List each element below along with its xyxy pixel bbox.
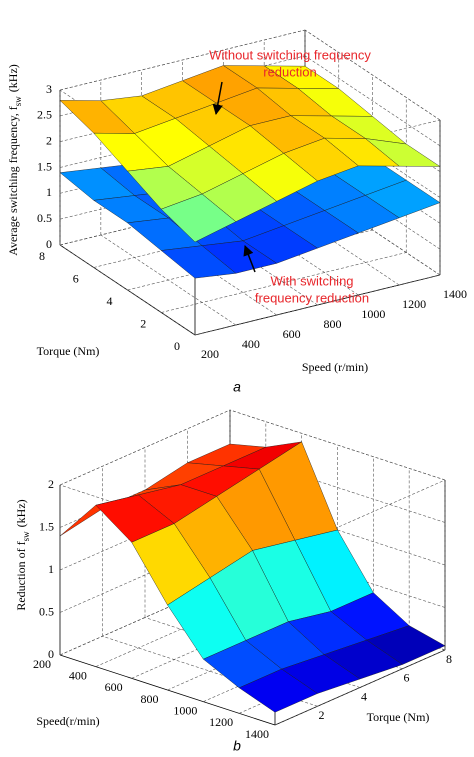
surface-cell — [160, 193, 237, 243]
annotation-arrow — [212, 81, 223, 116]
x-tick-label: 1400 — [443, 287, 467, 301]
z-tick-label: 2.5 — [37, 108, 52, 122]
y-tick-label: 4 — [107, 294, 113, 308]
chart-a: 0 0.5 1 1.5 2 2.5 3 200 400 600 800 1000 1200 1400 0 2 4… — [6, 29, 467, 395]
grid-line — [304, 55, 441, 147]
y-tick-label: 8 — [39, 249, 45, 263]
grid-line — [59, 409, 231, 486]
caption: a — [233, 379, 241, 395]
x-tick-label: 1000 — [361, 307, 385, 321]
y-axis-label: Torque (Nm) — [37, 344, 100, 358]
grid-line — [229, 409, 446, 481]
z-tick-label: 3 — [46, 82, 52, 96]
y-tick-label: 0 — [174, 339, 180, 353]
annotation: Without switching frequency — [209, 47, 371, 62]
x-tick-label: 1000 — [173, 703, 197, 717]
z-tick-label: 2 — [46, 133, 52, 147]
x-tick-label: 1200 — [402, 297, 426, 311]
x-tick-label: 200 — [33, 657, 51, 671]
annotation-arrow — [243, 245, 256, 273]
z-tick-label: 0 — [46, 237, 52, 251]
grid-line — [59, 29, 306, 91]
z-tick-label: 0.5 — [39, 604, 54, 618]
x-tick-label: 800 — [141, 692, 159, 706]
x-tick-label: 800 — [324, 317, 342, 331]
x-tick-label: 400 — [242, 337, 260, 351]
y-tick-label: 8 — [446, 652, 452, 666]
z-label-unit: (kHz) — [6, 64, 20, 92]
x-axis-label: Speed (r/min) — [302, 360, 368, 374]
grid-line — [95, 591, 266, 667]
y-axis-label: Torque (Nm) — [367, 710, 430, 724]
caption: b — [233, 738, 241, 754]
annotation: reduction — [263, 64, 316, 79]
z-label-text: Reduction of f — [14, 541, 28, 610]
x-tick-label: 400 — [69, 668, 87, 682]
z-tick-label: 1 — [46, 185, 52, 199]
z-axis-label: Average switching frequency, fsw (kHz) — [6, 64, 23, 256]
x-tick-label: 200 — [201, 347, 219, 361]
y-tick-label: 2 — [319, 708, 325, 722]
z-tick-label: 1.5 — [37, 159, 52, 173]
z-tick-label: 1 — [48, 562, 54, 576]
y-tick-label: 4 — [361, 689, 367, 703]
z-label-unit: (kHz) — [14, 499, 28, 527]
surface-cell — [238, 668, 318, 713]
z-tick-label: 1.5 — [39, 519, 54, 533]
z-tick-label: 2 — [48, 477, 54, 491]
x-axis-label: Speed(r/min) — [36, 714, 99, 728]
x-tick-label: 1200 — [209, 715, 233, 729]
x-tick-label: 1400 — [245, 727, 269, 741]
z-label-text: Average switching frequency, f — [6, 106, 20, 256]
y-tick-label: 2 — [140, 316, 146, 330]
grid-line — [304, 29, 441, 121]
surface-cell — [160, 245, 237, 279]
z-axis-label: Reduction of fsw (kHz) — [14, 499, 31, 610]
y-tick-label: 6 — [404, 671, 410, 685]
chart-b: 0 0.5 1 1.5 2 200 400 600 800 1000 1200 1400 2 4 6 8 Spe… — [14, 409, 452, 754]
annotation: With switching — [270, 273, 353, 288]
annotation: frequency reduction — [255, 290, 369, 305]
x-tick-label: 600 — [105, 680, 123, 694]
grid-line — [194, 274, 441, 336]
x-tick-label: 600 — [283, 327, 301, 341]
z-tick-label: 0.5 — [37, 211, 52, 225]
grid-line — [161, 252, 407, 313]
y-tick-label: 6 — [73, 271, 79, 285]
z-label-sub: sw — [13, 96, 23, 107]
z-tick-label: 0 — [48, 647, 54, 661]
z-label-sub: sw — [21, 531, 31, 542]
